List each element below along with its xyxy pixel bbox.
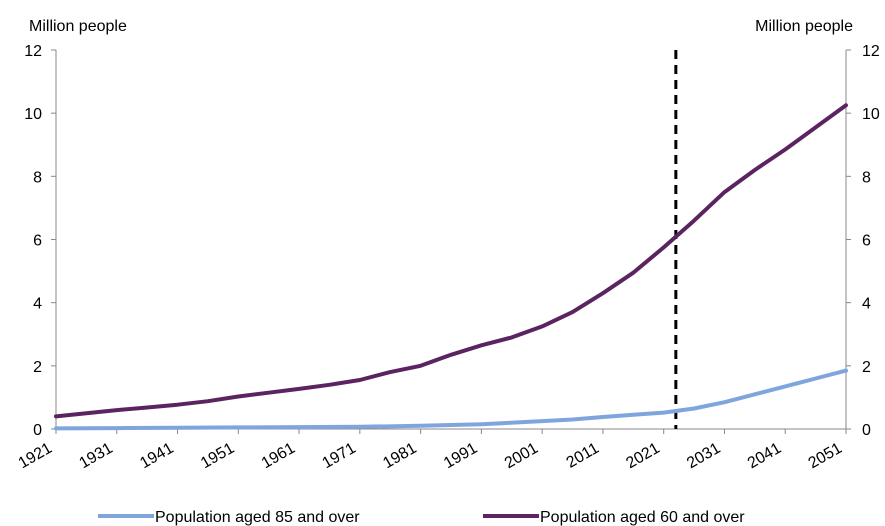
x-ticks: 1921 1931 1941 1951 1961 1971 1981 1991 2001 2011… [16, 429, 847, 473]
y-tick-label-right: 4 [862, 296, 871, 313]
x-tick-label: 1951 [198, 440, 237, 473]
y-tick-label-left: 12 [24, 43, 42, 60]
x-tick-label: 1981 [380, 440, 419, 473]
x-tick-label: 1941 [137, 440, 176, 473]
x-tick-label: 2011 [564, 440, 602, 472]
y-tick-label-right: 0 [862, 422, 871, 439]
legend: Population aged 85 and over Population a… [98, 509, 745, 526]
y-tick-label-right: 12 [862, 43, 880, 60]
legend-label-60-plus: Population aged 60 and over [540, 509, 745, 526]
x-tick-label: 2021 [623, 440, 662, 473]
y-tick-label-right: 2 [862, 359, 871, 376]
legend-label-85-plus: Population aged 85 and over [155, 509, 360, 526]
series-line-85-plus [54, 368, 848, 431]
y-tick-label-left: 8 [33, 169, 42, 186]
y-axis-unit-left: Million people [29, 18, 127, 35]
y-tick-label-left: 10 [24, 106, 42, 123]
y-ticks-right: 0 2 4 6 8 10 12 [846, 43, 880, 439]
x-tick-label: 1971 [320, 440, 359, 473]
x-tick-label: 1961 [259, 440, 298, 473]
x-tick-label: 2041 [745, 440, 784, 473]
y-tick-label-right: 6 [862, 233, 871, 250]
y-tick-label-left: 6 [33, 233, 42, 250]
y-tick-label-left: 0 [33, 422, 42, 439]
y-tick-label-right: 8 [862, 169, 871, 186]
x-tick-label: 1931 [76, 440, 115, 473]
series-line-60-plus [54, 103, 848, 419]
x-tick-label: 2031 [684, 440, 723, 473]
x-tick-label: 2001 [502, 440, 541, 473]
series-layer [54, 103, 848, 431]
y-tick-label-right: 10 [862, 106, 880, 123]
x-tick-label: 1921 [16, 440, 55, 473]
y-tick-label-left: 2 [33, 359, 42, 376]
y-tick-label-left: 4 [33, 296, 42, 313]
x-tick-label: 1991 [441, 440, 480, 473]
y-ticks-left: 0 2 4 6 8 10 12 [24, 43, 56, 439]
x-tick-label: 2051 [806, 440, 845, 473]
y-axis-unit-right: Million people [755, 18, 853, 35]
